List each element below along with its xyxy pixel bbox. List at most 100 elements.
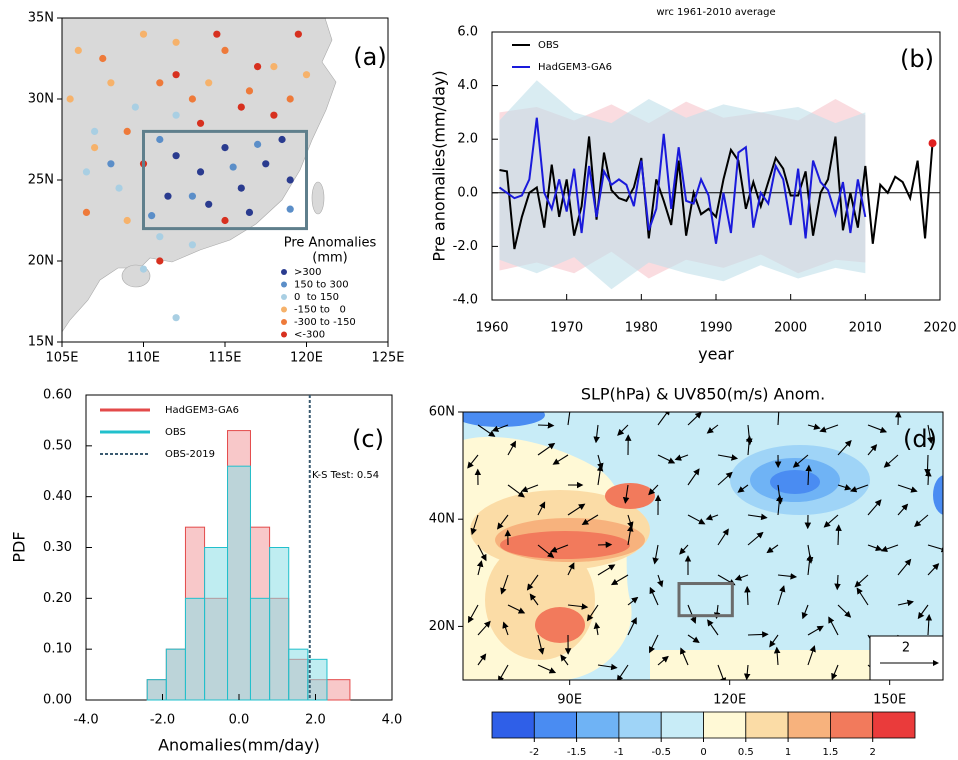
wind-vector [806,554,813,576]
legend-subtitle: (mm) [312,251,347,266]
station-dot [286,176,294,184]
colorbar-label: -1 [614,747,624,758]
wind-vector [476,560,484,576]
colorbar-label: 1.5 [822,747,838,758]
colorbar-box [787,711,831,739]
station-dot [188,192,196,200]
x-axis-label: Anomalies(mm/day) [158,736,320,755]
wind-vector [477,620,491,636]
y-tick-label: 20N [429,619,455,634]
wind-vector [687,412,702,426]
reference-vector-box [869,635,944,681]
wind-vector [849,484,869,493]
wind-vector [819,424,839,433]
wind-vector [828,616,839,636]
wind-vector [567,603,589,610]
station-dot [172,111,180,119]
wind-vector [526,574,539,591]
colorbar-box [872,711,916,739]
wind-vector [777,585,786,606]
y-tick-label: 20N [28,254,54,269]
station-dot [286,205,294,213]
x-tick-label: 1990 [699,321,732,336]
panel-label: (d) [903,425,937,453]
station-dot [74,46,82,55]
station-dot [270,111,278,119]
wind-vector [581,514,599,525]
colorbar-label: -2 [529,747,539,758]
y-tick-label: 25N [28,173,54,188]
station-dot [213,30,221,38]
wind-vector [497,664,509,680]
wind-vector [917,604,929,620]
station-dot [148,212,156,220]
histogram-bar [146,679,167,701]
wind-vector [897,558,912,576]
wind-vector [593,622,601,636]
x-tick-label: -2.0 [150,713,175,728]
field-region [463,412,545,427]
y-tick-label: -4.0 [453,293,478,308]
station-dot [123,127,131,135]
x-tick-label: 2010 [849,321,882,336]
wind-vector [687,514,706,525]
legend-marker [281,269,287,275]
legend-label: -150 to 0 [294,305,346,316]
wind-vector [552,454,569,465]
station-dot [229,163,237,171]
station-dot [172,71,180,79]
legend-label: -300 to -150 [294,317,356,328]
station-dot [294,30,302,38]
field-region [500,531,630,559]
wind-vector [914,514,929,527]
wind-vector [680,647,689,666]
wind-vector [626,524,634,546]
wind-vector [520,484,539,493]
x-tick-label: 1980 [625,321,658,336]
wind-vector [616,664,629,680]
field-region [535,607,585,643]
wind-vector [507,484,525,498]
x-tick-label: 120E [713,693,746,708]
plot-frame [462,411,944,681]
y-tick-label: 0.0 [457,185,478,200]
histogram-bar [269,547,290,701]
station-dot [139,265,148,273]
wind-vector [500,574,509,595]
wind-vector [627,617,637,636]
y-tick-label: 0.00 [43,693,72,708]
station-dot [254,63,262,71]
wind-vector [801,604,809,620]
wind-vector [496,514,509,530]
colorbar-box [660,711,704,739]
histogram-bar [326,679,351,701]
wind-vector [927,563,940,576]
wind-vector [648,484,659,496]
station-dot [139,30,148,38]
wind-vector [707,619,719,636]
wind-vector [867,424,888,433]
station-dot [156,79,164,87]
station-dot [91,127,99,135]
wind-vector [567,503,586,516]
histogram-bar [165,648,186,701]
x-tick-label: 150E [873,693,906,708]
wind-vector [867,499,882,516]
island [311,181,325,215]
station-dot [286,95,294,103]
station-dot [245,87,254,95]
wind-vector [807,625,824,636]
wind-vector [657,412,671,426]
station-dot [172,314,180,322]
legend-label: OBS-2019 [165,449,215,460]
wind-vector [717,454,739,461]
wind-vector [924,454,931,476]
histogram-bar [249,597,271,701]
wind-vector [597,564,616,576]
field-region [933,475,943,515]
wind-vector [610,574,629,586]
station-dot [156,233,164,241]
wind-vector [687,604,697,624]
x-tick-label: 115E [208,351,241,366]
histogram-bar [227,465,251,701]
